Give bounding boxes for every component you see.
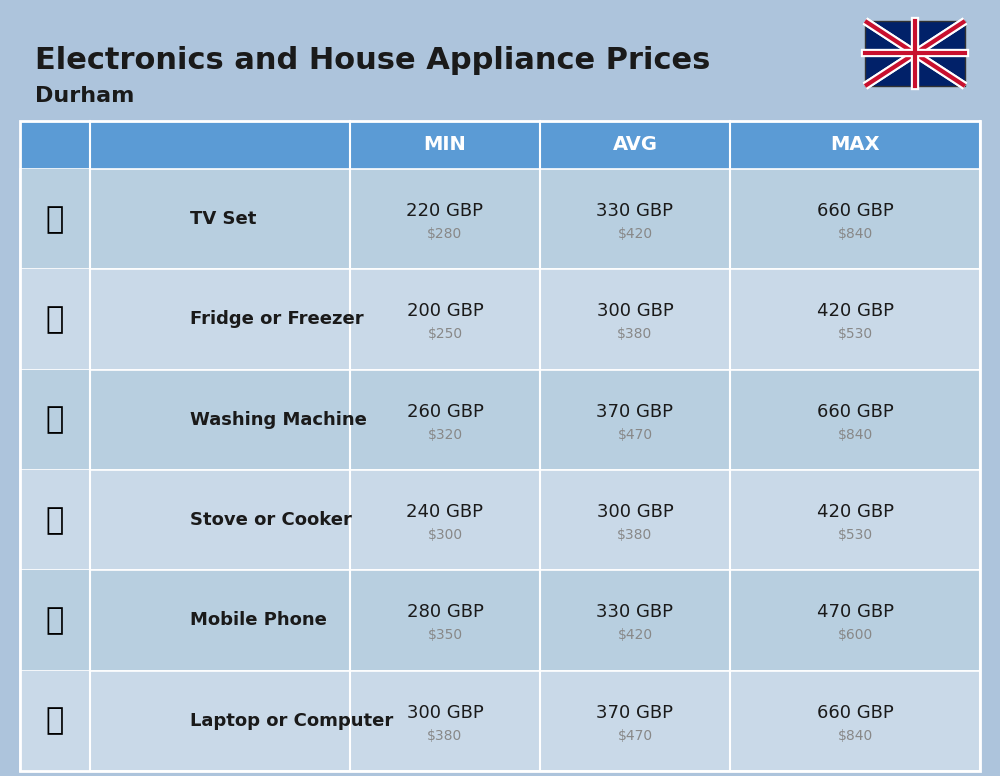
Text: 🔥: 🔥 (46, 506, 64, 535)
Text: Washing Machine: Washing Machine (190, 411, 367, 429)
Text: 300 GBP: 300 GBP (597, 303, 673, 320)
Text: Mobile Phone: Mobile Phone (190, 611, 327, 629)
Text: $380: $380 (617, 528, 653, 542)
Text: $420: $420 (617, 227, 653, 241)
Text: Stove or Cooker: Stove or Cooker (190, 511, 352, 529)
FancyBboxPatch shape (20, 169, 980, 269)
Text: MIN: MIN (424, 136, 466, 154)
Text: 🧊: 🧊 (46, 305, 64, 334)
Text: MAX: MAX (830, 136, 880, 154)
Text: 💻: 💻 (46, 706, 64, 736)
Text: Electronics and House Appliance Prices: Electronics and House Appliance Prices (35, 46, 710, 75)
Text: 📱: 📱 (46, 606, 64, 635)
FancyBboxPatch shape (20, 269, 90, 369)
Text: $530: $530 (837, 327, 873, 341)
Text: 370 GBP: 370 GBP (596, 403, 674, 421)
Text: 660 GBP: 660 GBP (817, 704, 893, 722)
Text: $280: $280 (427, 227, 463, 241)
Text: $840: $840 (837, 428, 873, 442)
Text: 280 GBP: 280 GBP (407, 604, 483, 622)
Text: 240 GBP: 240 GBP (406, 503, 484, 521)
Text: 300 GBP: 300 GBP (407, 704, 483, 722)
Text: TV Set: TV Set (190, 210, 256, 228)
Text: Durham: Durham (35, 86, 134, 106)
Text: 330 GBP: 330 GBP (596, 203, 674, 220)
Text: 470 GBP: 470 GBP (817, 604, 894, 622)
FancyBboxPatch shape (20, 269, 980, 369)
Text: 420 GBP: 420 GBP (817, 303, 894, 320)
FancyBboxPatch shape (20, 369, 980, 470)
FancyBboxPatch shape (865, 21, 965, 86)
Text: $470: $470 (617, 729, 653, 743)
FancyBboxPatch shape (20, 369, 90, 470)
Text: 420 GBP: 420 GBP (817, 503, 894, 521)
Text: 220 GBP: 220 GBP (406, 203, 484, 220)
FancyBboxPatch shape (20, 121, 980, 169)
Text: 🧺: 🧺 (46, 405, 64, 435)
Text: 📺: 📺 (46, 205, 64, 234)
Text: 200 GBP: 200 GBP (407, 303, 483, 320)
Text: $380: $380 (427, 729, 463, 743)
FancyBboxPatch shape (20, 169, 90, 269)
Text: $350: $350 (427, 629, 463, 643)
FancyBboxPatch shape (20, 670, 90, 771)
Text: $600: $600 (837, 629, 873, 643)
FancyBboxPatch shape (20, 570, 90, 670)
Text: AVG: AVG (612, 136, 658, 154)
Text: 330 GBP: 330 GBP (596, 604, 674, 622)
Text: $250: $250 (427, 327, 463, 341)
Text: 300 GBP: 300 GBP (597, 503, 673, 521)
Text: $300: $300 (427, 528, 463, 542)
FancyBboxPatch shape (20, 470, 980, 570)
Text: $840: $840 (837, 729, 873, 743)
FancyBboxPatch shape (20, 570, 980, 670)
Text: $470: $470 (617, 428, 653, 442)
Text: $530: $530 (837, 528, 873, 542)
FancyBboxPatch shape (20, 470, 90, 570)
FancyBboxPatch shape (20, 670, 980, 771)
Text: 260 GBP: 260 GBP (407, 403, 483, 421)
Text: $420: $420 (617, 629, 653, 643)
Text: 660 GBP: 660 GBP (817, 403, 893, 421)
Text: Fridge or Freezer: Fridge or Freezer (190, 310, 364, 328)
Text: $380: $380 (617, 327, 653, 341)
Text: $840: $840 (837, 227, 873, 241)
Text: 660 GBP: 660 GBP (817, 203, 893, 220)
Text: $320: $320 (427, 428, 463, 442)
Text: Laptop or Computer: Laptop or Computer (190, 712, 393, 730)
Text: 370 GBP: 370 GBP (596, 704, 674, 722)
